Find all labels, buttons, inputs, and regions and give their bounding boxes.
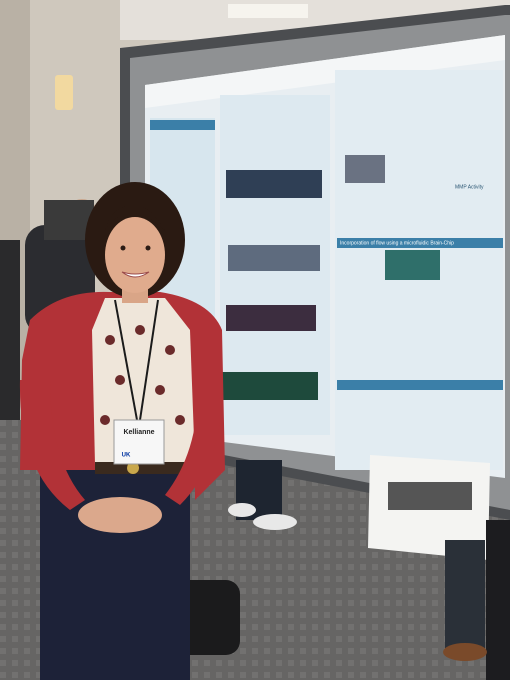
poster-figure xyxy=(226,305,316,331)
poster-header xyxy=(337,238,503,248)
poster-figure xyxy=(385,250,440,280)
poster-figure xyxy=(345,155,385,183)
badge-name: Kellianne xyxy=(123,429,154,436)
background-legs xyxy=(486,520,510,680)
background-legs xyxy=(445,540,485,650)
poster-figure xyxy=(226,170,322,198)
poster-title-band xyxy=(145,35,505,108)
shoe xyxy=(228,503,256,517)
poster-header xyxy=(337,380,503,390)
background-person xyxy=(0,240,20,420)
hair-fringe xyxy=(105,205,166,232)
belt-buckle xyxy=(127,462,139,474)
handout-figure xyxy=(388,482,472,510)
poster-figure xyxy=(228,245,320,271)
shoe xyxy=(253,514,297,530)
badge-logo: UK xyxy=(122,453,131,459)
belt xyxy=(95,462,195,474)
shoe xyxy=(443,643,487,661)
wall-lamp xyxy=(55,75,73,110)
arm xyxy=(19,380,85,510)
poster-header xyxy=(150,120,215,130)
eye xyxy=(145,245,151,251)
hands xyxy=(78,497,162,533)
lanyard xyxy=(139,299,159,421)
poster-section-title: Incorporation of flow using a microfluid… xyxy=(340,240,454,246)
poster-section-title: MMP Activity xyxy=(455,184,484,190)
arm xyxy=(165,380,223,505)
poster-figure xyxy=(222,372,318,400)
lanyard xyxy=(114,299,138,421)
ceiling-light xyxy=(228,4,308,18)
eye xyxy=(120,245,126,251)
name-badge xyxy=(113,419,165,465)
smile xyxy=(121,271,150,278)
face xyxy=(105,217,165,293)
